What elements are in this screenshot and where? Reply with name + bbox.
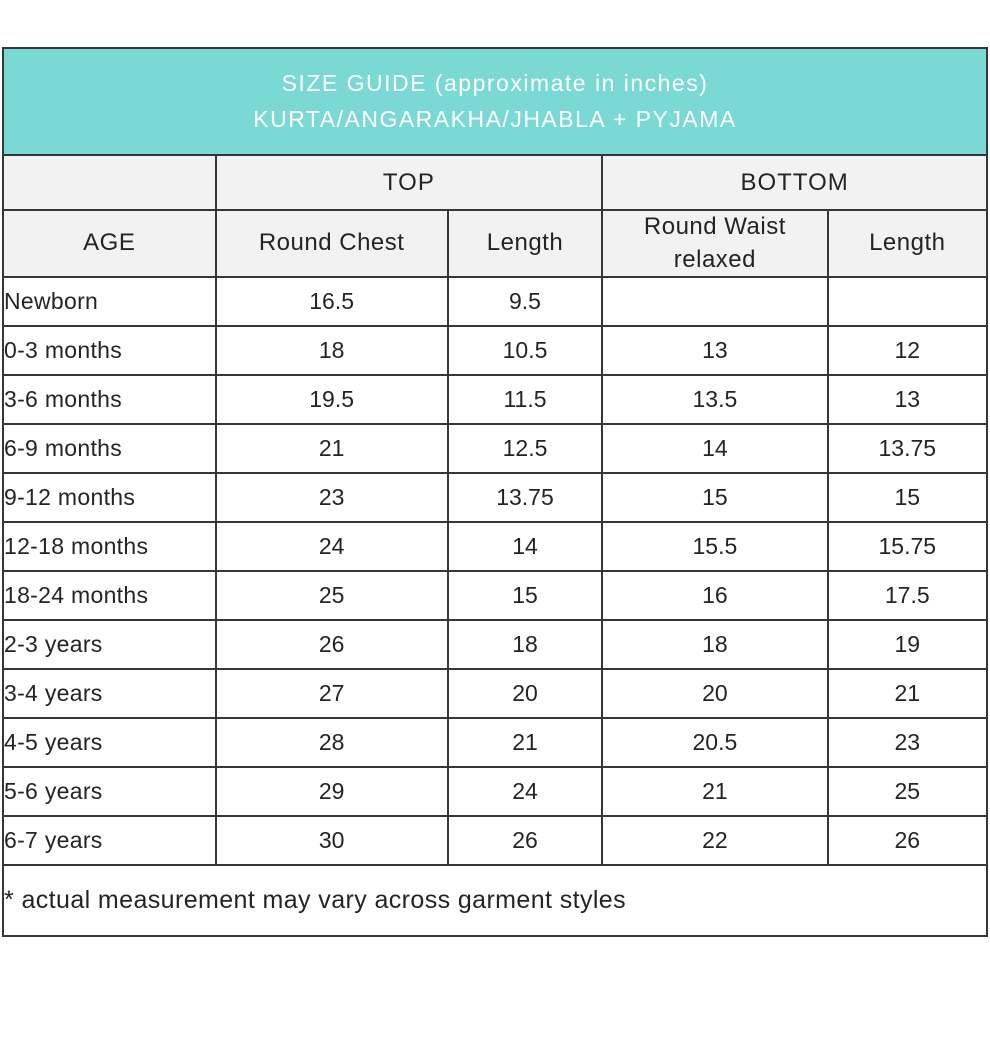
round-waist-cell: 15	[601, 472, 829, 523]
table-row: 6-9 months 21 12.5 14 13.75	[2, 423, 989, 474]
round-waist-cell: 13.5	[601, 374, 829, 425]
round-waist-cell: 20	[601, 668, 829, 719]
group-header-top: TOP	[214, 154, 604, 211]
table-row: 5-6 years 29 24 21 25	[2, 766, 989, 817]
age-cell: 3-4 years	[2, 668, 217, 719]
table-row: 18-24 months 25 15 16 17.5	[2, 570, 989, 621]
age-cell: 3-6 months	[2, 374, 217, 425]
size-guide-page: SIZE GUIDE (approximate in inches) KURTA…	[0, 47, 990, 1037]
round-chest-cell: 30	[214, 815, 449, 866]
round-waist-cell: 22	[601, 815, 829, 866]
round-chest-cell: 27	[214, 668, 449, 719]
bottom-length-cell: 19	[826, 619, 989, 670]
round-waist-cell: 14	[601, 423, 829, 474]
top-length-cell: 21	[446, 717, 604, 768]
age-cell: 9-12 months	[2, 472, 217, 523]
round-chest-cell: 23	[214, 472, 449, 523]
top-length-cell: 24	[446, 766, 604, 817]
bottom-length-cell: 12	[826, 325, 989, 376]
group-header-row: TOP BOTTOM	[2, 154, 988, 211]
bottom-length-cell	[826, 276, 989, 327]
top-length-cell: 9.5	[446, 276, 604, 327]
round-waist-cell: 21	[601, 766, 829, 817]
top-length-cell: 10.5	[446, 325, 604, 376]
footnote-row: * actual measurement may vary across gar…	[2, 864, 988, 937]
group-header-bottom: BOTTOM	[601, 154, 988, 211]
round-chest-cell: 19.5	[214, 374, 449, 425]
bottom-length-cell: 17.5	[826, 570, 989, 621]
top-length-cell: 11.5	[446, 374, 604, 425]
round-chest-cell: 18	[214, 325, 449, 376]
round-waist-cell: 13	[601, 325, 829, 376]
round-waist-cell: 15.5	[601, 521, 829, 572]
size-guide-table: SIZE GUIDE (approximate in inches) KURTA…	[2, 47, 989, 937]
round-chest-cell: 26	[214, 619, 449, 670]
table-row: 12-18 months 24 14 15.5 15.75	[2, 521, 989, 572]
bottom-length-cell: 26	[826, 815, 989, 866]
column-header-round-waist: Round Waist relaxed	[601, 209, 829, 278]
age-cell: Newborn	[2, 276, 217, 327]
age-cell: 6-9 months	[2, 423, 217, 474]
age-cell: 6-7 years	[2, 815, 217, 866]
table-row: Newborn 16.5 9.5	[2, 276, 989, 327]
column-header-age: AGE	[2, 209, 217, 278]
table-caption: SIZE GUIDE (approximate in inches) KURTA…	[2, 47, 988, 156]
round-chest-cell: 25	[214, 570, 449, 621]
top-length-cell: 18	[446, 619, 604, 670]
age-cell: 18-24 months	[2, 570, 217, 621]
table-row: 3-6 months 19.5 11.5 13.5 13	[2, 374, 989, 425]
caption-line-1: SIZE GUIDE (approximate in inches)	[281, 69, 709, 96]
table-row: 4-5 years 28 21 20.5 23	[2, 717, 989, 768]
round-waist-cell	[601, 276, 829, 327]
age-cell: 0-3 months	[2, 325, 217, 376]
table-row: 6-7 years 30 26 22 26	[2, 815, 989, 866]
age-cell: 2-3 years	[2, 619, 217, 670]
top-length-cell: 20	[446, 668, 604, 719]
round-chest-cell: 16.5	[214, 276, 449, 327]
round-waist-cell: 18	[601, 619, 829, 670]
round-chest-cell: 28	[214, 717, 449, 768]
group-header-empty	[2, 154, 217, 211]
round-waist-cell: 20.5	[601, 717, 829, 768]
bottom-length-cell: 25	[826, 766, 989, 817]
bottom-length-cell: 13.75	[826, 423, 989, 474]
bottom-length-cell: 21	[826, 668, 989, 719]
round-chest-cell: 24	[214, 521, 449, 572]
age-cell: 5-6 years	[2, 766, 217, 817]
round-chest-cell: 21	[214, 423, 449, 474]
round-chest-cell: 29	[214, 766, 449, 817]
bottom-length-cell: 23	[826, 717, 989, 768]
column-header-bottom-length: Length	[826, 209, 989, 278]
bottom-length-cell: 13	[826, 374, 989, 425]
top-length-cell: 15	[446, 570, 604, 621]
column-header-top-length: Length	[446, 209, 604, 278]
round-waist-cell: 16	[601, 570, 829, 621]
age-cell: 12-18 months	[2, 521, 217, 572]
table-row: 9-12 months 23 13.75 15 15	[2, 472, 989, 523]
top-length-cell: 26	[446, 815, 604, 866]
age-cell: 4-5 years	[2, 717, 217, 768]
column-header-round-chest: Round Chest	[214, 209, 449, 278]
table-row: 2-3 years 26 18 18 19	[2, 619, 989, 670]
table-row: 3-4 years 27 20 20 21	[2, 668, 989, 719]
column-header-row: AGE Round Chest Length Round Waist relax…	[2, 209, 989, 278]
caption-line-2: KURTA/ANGARAKHA/JHABLA + PYJAMA	[253, 105, 737, 132]
bottom-length-cell: 15.75	[826, 521, 989, 572]
top-length-cell: 12.5	[446, 423, 604, 474]
top-length-cell: 13.75	[446, 472, 604, 523]
bottom-length-cell: 15	[826, 472, 989, 523]
top-length-cell: 14	[446, 521, 604, 572]
caption-row: SIZE GUIDE (approximate in inches) KURTA…	[2, 47, 988, 156]
footnote-text: * actual measurement may vary across gar…	[2, 864, 988, 937]
table-row: 0-3 months 18 10.5 13 12	[2, 325, 989, 376]
